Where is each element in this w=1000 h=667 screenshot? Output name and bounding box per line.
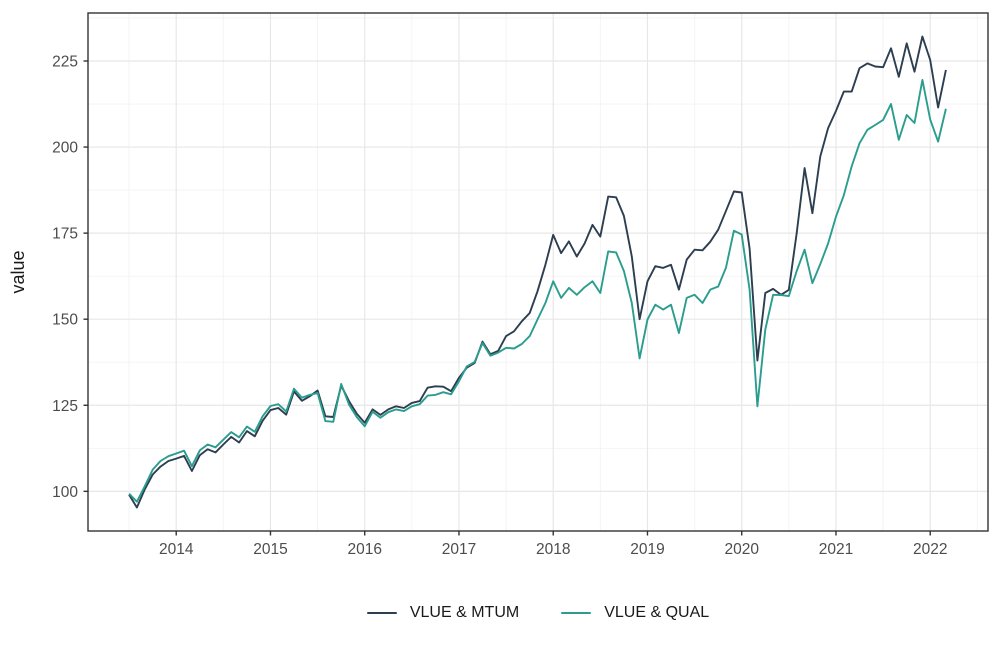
legend-label-vlue-mtum: VLUE & MTUM (409, 604, 520, 621)
x-axis-tick-label: 2020 (724, 541, 759, 558)
y-axis-tick-label: 200 (52, 140, 78, 157)
x-axis-tick-label: 2021 (819, 541, 853, 558)
x-axis-tick-label: 2017 (442, 541, 476, 558)
legend-line-swatch-vlue-qual (561, 611, 592, 615)
legend-item-vlue-qual: VLUE & QUAL (561, 604, 709, 622)
x-axis-tick-label: 2019 (630, 541, 664, 558)
y-axis-title: value (8, 250, 28, 294)
y-axis-tick-label: 100 (52, 484, 78, 501)
y-axis-tick-label: 150 (52, 312, 78, 329)
legend-line-swatch-vlue-mtum (366, 611, 397, 615)
y-axis-tick-label: 175 (52, 226, 78, 243)
legend-label-vlue-qual: VLUE & QUAL (604, 604, 710, 621)
x-axis-tick-label: 2022 (913, 541, 947, 558)
y-axis-tick-label: 225 (52, 53, 78, 70)
legend: VLUE & MTUM VLUE & QUAL (88, 604, 988, 622)
x-axis-tick-label: 2014 (159, 541, 194, 558)
x-axis-tick-label: 2015 (253, 541, 287, 558)
legend-item-vlue-mtum: VLUE & MTUM (366, 604, 520, 622)
panel-border (87, 12, 989, 532)
x-axis-tick-label: 2016 (347, 541, 381, 558)
y-axis-tick-label: 125 (52, 398, 78, 415)
series-line-vlue-qual (128, 78, 947, 503)
x-axis-tick-label: 2018 (536, 541, 570, 558)
series-line-vlue-mtum (128, 35, 947, 509)
